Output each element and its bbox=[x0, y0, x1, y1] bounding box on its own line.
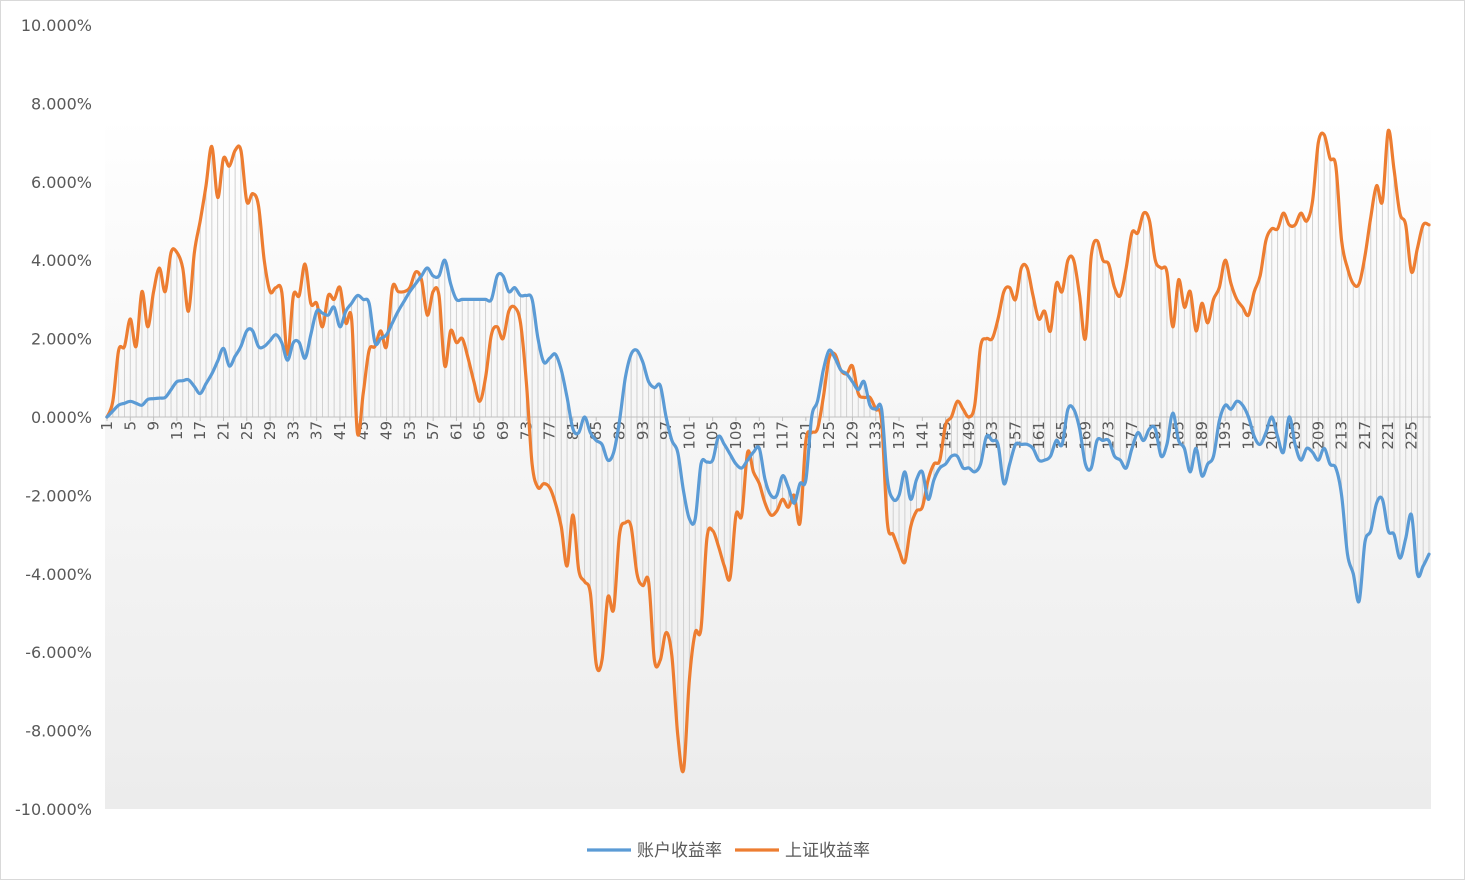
x-tick-label: 113 bbox=[750, 421, 768, 450]
x-tick-label: 1 bbox=[98, 421, 116, 431]
x-tick-label: 9 bbox=[145, 421, 163, 431]
x-tick-label: 193 bbox=[1216, 421, 1234, 450]
x-tick-label: 173 bbox=[1100, 421, 1118, 450]
x-tick-label: 125 bbox=[820, 421, 838, 450]
x-tick-label: 41 bbox=[331, 421, 349, 440]
x-tick-label: 61 bbox=[447, 421, 465, 440]
x-tick-label: 221 bbox=[1379, 421, 1397, 450]
x-tick-label: 209 bbox=[1309, 421, 1327, 450]
y-tick-label: 0.000% bbox=[31, 408, 92, 427]
x-tick-label: 69 bbox=[494, 421, 512, 440]
plot-area bbox=[105, 118, 1431, 809]
x-tick-label: 137 bbox=[890, 421, 908, 450]
x-tick-label: 5 bbox=[121, 421, 139, 431]
y-tick-label: -4.000% bbox=[25, 565, 92, 584]
x-tick-label: 117 bbox=[774, 421, 792, 450]
y-axis: -10.000% -8.000% -6.000% -4.000% -2.000% 0.00… bbox=[15, 16, 92, 819]
x-tick-label: 73 bbox=[517, 421, 535, 440]
x-tick-label: 33 bbox=[284, 421, 302, 440]
x-tick-label: 53 bbox=[401, 421, 419, 440]
x-tick-label: 13 bbox=[168, 421, 186, 440]
x-tick-label: 29 bbox=[261, 421, 279, 440]
x-tick-label: 149 bbox=[960, 421, 978, 450]
x-tick-label: 101 bbox=[680, 421, 698, 450]
x-tick-label: 205 bbox=[1286, 421, 1304, 450]
x-tick-label: 77 bbox=[541, 421, 559, 440]
y-tick-label: 10.000% bbox=[21, 16, 92, 35]
x-tick-label: 57 bbox=[424, 421, 442, 440]
series-line-1 bbox=[105, 128, 1431, 774]
x-tick-label: 65 bbox=[471, 421, 489, 440]
x-tick-label: 189 bbox=[1193, 421, 1211, 450]
x-tick-label: 133 bbox=[867, 421, 885, 450]
x-tick-label: 17 bbox=[191, 421, 209, 440]
x-tick-label: 141 bbox=[913, 421, 931, 450]
y-tick-label: -2.000% bbox=[25, 486, 92, 505]
series-lines bbox=[105, 128, 1431, 774]
x-tick-label: 129 bbox=[843, 421, 861, 450]
x-tick-label: 25 bbox=[238, 421, 256, 440]
x-tick-label: 225 bbox=[1403, 421, 1421, 450]
x-tick-label: 93 bbox=[634, 421, 652, 440]
x-tick-label: 21 bbox=[214, 421, 232, 440]
y-tick-label: -6.000% bbox=[25, 643, 92, 662]
y-tick-label: 6.000% bbox=[31, 173, 92, 192]
x-tick-label: 161 bbox=[1030, 421, 1048, 450]
x-tick-label: 177 bbox=[1123, 421, 1141, 450]
x-tick-label: 213 bbox=[1333, 421, 1351, 450]
legend: 账户收益率 上证收益率 bbox=[587, 841, 870, 861]
y-tick-label: 8.000% bbox=[31, 94, 92, 113]
legend-label: 账户收益率 bbox=[637, 841, 722, 861]
x-tick-label: 109 bbox=[727, 421, 745, 450]
series-line-0 bbox=[105, 258, 1431, 604]
x-tick-label: 217 bbox=[1356, 421, 1374, 450]
legend-label: 上证收益率 bbox=[785, 841, 870, 861]
x-tick-label: 37 bbox=[308, 421, 326, 440]
y-tick-label: -8.000% bbox=[25, 722, 92, 741]
x-tick-label: 49 bbox=[378, 421, 396, 440]
y-tick-label: 2.000% bbox=[31, 330, 92, 349]
y-tick-label: 4.000% bbox=[31, 251, 92, 270]
y-tick-label: -10.000% bbox=[15, 800, 92, 819]
